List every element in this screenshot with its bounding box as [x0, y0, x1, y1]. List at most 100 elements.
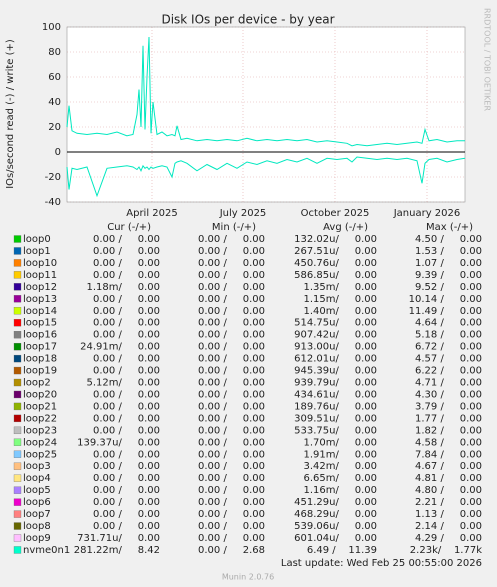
- legend-value: 0.00 / 0.00: [93, 306, 160, 317]
- legend-value: 0.00 / 0.00: [198, 378, 265, 389]
- legend-value: 6.65m/ 0.00: [303, 473, 377, 484]
- legend-value: 0.00 / 2.68: [198, 545, 265, 556]
- legend-value: 0.00 / 0.00: [198, 318, 265, 329]
- x-tick-label: January 2026: [393, 208, 461, 219]
- y-tick-label: 100: [42, 22, 61, 33]
- legend-swatch: [13, 342, 22, 351]
- legend-value: 1.40m/ 0.00: [303, 306, 377, 317]
- legend-name: loop3: [23, 461, 51, 472]
- legend-swatch: [13, 450, 22, 458]
- legend-value: 434.61u/ 0.00: [294, 389, 377, 400]
- legend-value: 1.53 / 0.00: [415, 246, 482, 257]
- legend-value: 601.04u/ 0.00: [294, 533, 377, 544]
- legend-name: loop14: [23, 306, 57, 317]
- legend-name: loop17: [23, 342, 57, 353]
- x-tick-label: April 2025: [126, 208, 177, 219]
- legend-value: 0.00 / 0.00: [93, 246, 160, 257]
- legend-swatch: [13, 366, 22, 375]
- legend-value: 0.00 / 0.00: [93, 425, 160, 436]
- legend-value: 0.00 / 0.00: [93, 485, 160, 496]
- legend-value: 0.00 / 0.00: [198, 294, 265, 305]
- legend-value: 0.00 / 0.00: [198, 509, 265, 520]
- legend-value: 0.00 / 0.00: [198, 497, 265, 508]
- footer: Munin 2.0.76: [222, 573, 274, 582]
- legend-swatch: [13, 510, 22, 518]
- legend-value: 309.51u/ 0.00: [294, 413, 377, 424]
- legend-swatch: [13, 390, 22, 399]
- legend-value: 0.00 / 0.00: [198, 354, 265, 365]
- legend-name: loop7: [23, 509, 51, 520]
- legend-header: Min (-/+): [212, 222, 256, 233]
- y-tick-label: -40: [45, 197, 61, 208]
- legend-swatch: [13, 307, 22, 315]
- legend-value: 1.07 / 0.00: [415, 258, 482, 269]
- legend-value: 1.13 / 0.00: [415, 509, 482, 520]
- legend-name: loop19: [23, 366, 57, 377]
- legend-name: loop24: [23, 437, 57, 448]
- legend-value: 731.71u/ 0.00: [77, 533, 160, 544]
- legend-name: nvme0n1: [23, 545, 70, 556]
- y-tick-label: 0: [55, 147, 61, 158]
- legend-value: 0.00 / 0.00: [93, 509, 160, 520]
- legend-value: 0.00 / 0.00: [198, 425, 265, 436]
- legend-swatch: [13, 247, 22, 255]
- legend-name: loop22: [23, 413, 57, 424]
- legend-value: 0.00 / 0.00: [93, 389, 160, 400]
- legend-value: 0.00 / 0.00: [198, 366, 265, 377]
- legend-swatch: [13, 498, 22, 506]
- legend-name: loop4: [23, 473, 51, 484]
- legend-value: 0.00 / 0.00: [198, 342, 265, 353]
- legend-value: 907.42u/ 0.00: [294, 330, 377, 341]
- legend-swatch: [13, 235, 22, 243]
- legend-value: 0.00 / 0.00: [198, 282, 265, 293]
- legend-value: 0.00 / 0.00: [198, 521, 265, 532]
- legend-value: 451.29u/ 0.00: [294, 497, 377, 508]
- legend-value: 0.00 / 0.00: [93, 366, 160, 377]
- legend-swatch: [13, 354, 22, 363]
- legend-swatch: [13, 331, 22, 339]
- legend-value: 612.01u/ 0.00: [294, 354, 377, 365]
- legend-value: 0.00 / 0.00: [93, 258, 160, 269]
- plot-frame: [66, 26, 466, 203]
- legend-value: 0.00 / 0.00: [93, 413, 160, 424]
- legend-name: loop25: [23, 449, 57, 460]
- legend-value: 1.82 / 0.00: [415, 425, 482, 436]
- legend-value: 6.72 / 0.00: [415, 342, 482, 353]
- legend-value: 2.21 / 0.00: [415, 497, 482, 508]
- legend-value: 4.30 / 0.00: [415, 389, 482, 400]
- side-label: RRDTOOL / TOBI OETIKER: [483, 8, 492, 111]
- legend-value: 939.79u/ 0.00: [294, 378, 377, 389]
- legend-value: 1.35m/ 0.00: [303, 282, 377, 293]
- legend-name: loop20: [23, 389, 57, 400]
- legend-value: 0.00 / 0.00: [198, 234, 265, 245]
- read-line: [66, 156, 466, 198]
- legend-value: 281.22m/ 8.42: [74, 545, 160, 556]
- x-tick-label: October 2025: [301, 208, 370, 219]
- legend-value: 0.00 / 0.00: [93, 318, 160, 329]
- legend-swatch: [13, 462, 22, 470]
- legend-value: 0.00 / 0.00: [198, 485, 265, 496]
- legend-value: 0.00 / 0.00: [93, 449, 160, 460]
- legend-value: 468.29u/ 0.00: [294, 509, 377, 520]
- legend-value: 0.00 / 0.00: [198, 401, 265, 412]
- legend-name: loop12: [23, 282, 57, 293]
- legend-value: 539.06u/ 0.00: [294, 521, 377, 532]
- legend-value: 945.39u/ 0.00: [294, 366, 377, 377]
- legend-value: 4.80 / 0.00: [415, 485, 482, 496]
- y-tick-label: 80: [48, 47, 61, 58]
- legend-value: 0.00 / 0.00: [198, 270, 265, 281]
- legend-name: loop6: [23, 497, 51, 508]
- legend-swatch: [13, 486, 22, 494]
- legend-value: 913.00u/ 0.00: [294, 342, 377, 353]
- legend-swatch: [13, 402, 22, 411]
- legend-swatch: [13, 295, 22, 303]
- legend-swatch: [13, 438, 22, 446]
- legend-value: 0.00 / 0.00: [93, 521, 160, 532]
- legend-swatch: [13, 426, 22, 435]
- legend-value: 0.00 / 0.00: [93, 294, 160, 305]
- last-update: Last update: Wed Feb 25 00:55:00 2026: [281, 558, 482, 569]
- legend-value: 533.75u/ 0.00: [294, 425, 377, 436]
- legend-value: 9.39 / 0.00: [415, 270, 482, 281]
- legend-value: 9.52 / 0.00: [415, 282, 482, 293]
- legend-value: 1.18m/ 0.00: [86, 282, 160, 293]
